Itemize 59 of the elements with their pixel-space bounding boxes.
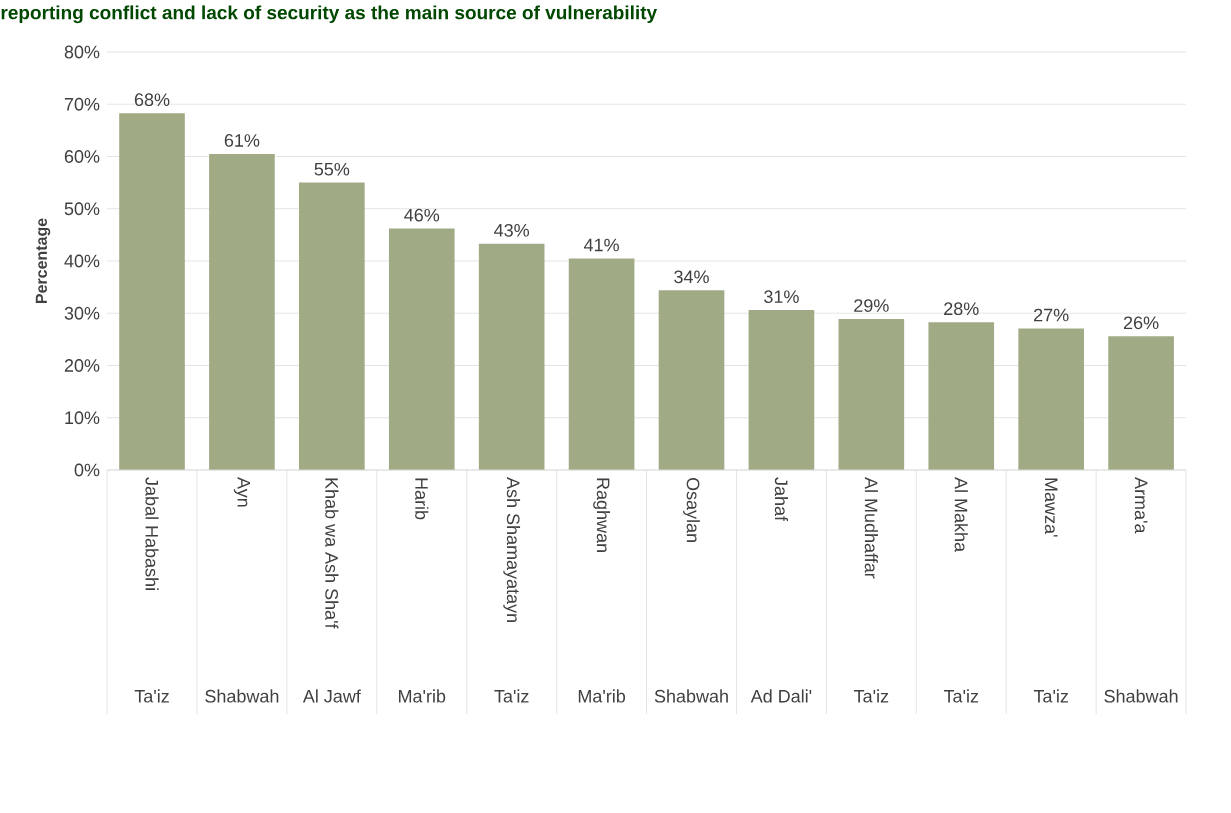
y-tick-label: 70% <box>64 97 100 111</box>
text: Ta'iz <box>1033 689 1068 703</box>
bar <box>1018 328 1084 470</box>
data-label: 27% <box>1034 308 1069 322</box>
data-label: 31% <box>764 290 799 304</box>
y-tick-label: 20% <box>64 359 100 372</box>
data-label: 61% <box>224 134 260 147</box>
bar <box>1108 336 1174 470</box>
text: Ta'iz <box>943 689 979 703</box>
data-label: 68% <box>134 93 170 107</box>
y-tick-label: 60% <box>64 150 100 163</box>
text: Ma'rib <box>399 689 446 703</box>
text: Shabwah <box>654 689 728 703</box>
text: Ta'iz <box>494 689 529 703</box>
data-label: 55% <box>314 162 350 176</box>
x-tick-label: Arma'a <box>1134 477 1148 534</box>
bar <box>119 113 185 470</box>
x-tick-label: Osaylan <box>683 477 700 542</box>
x-tick-label: Al Mudhaffar <box>864 477 878 579</box>
chart-title: reporting conflict and lack of security as the main source of vulnerability <box>1 5 658 24</box>
data-label: 46% <box>404 208 440 222</box>
data-label: 41% <box>583 238 619 252</box>
y-axis-title: Percentage <box>35 218 51 304</box>
x-tick-label: Al Makha <box>954 477 968 553</box>
bar <box>568 258 635 470</box>
x-tick-label: Raghwan <box>593 478 610 552</box>
text: Shabwah <box>205 689 279 703</box>
x-tick-label: Ayn <box>233 477 250 507</box>
text: Ta'iz <box>854 689 889 703</box>
y-tick-label: 0% <box>74 463 100 477</box>
y-tick-label: 10% <box>65 411 100 425</box>
bar <box>388 228 455 470</box>
y-tick-label: 40% <box>64 254 100 268</box>
text: Ma'rib <box>578 689 626 703</box>
y-tick-label: 50% <box>64 202 100 216</box>
bar <box>928 322 995 470</box>
x-tick-label: Ash Shamayatayn <box>503 477 521 622</box>
data-label: 29% <box>854 299 889 312</box>
x-tick-label: Jahaf <box>774 477 789 522</box>
x-tick-label: Jabal Habashi <box>145 477 159 590</box>
bar <box>838 318 905 470</box>
x-tick-label: Harib <box>415 478 429 520</box>
bar <box>478 243 545 470</box>
text: Al Jawf <box>302 689 361 703</box>
bar <box>299 182 365 470</box>
data-label: 34% <box>674 270 709 284</box>
text: Shabwah <box>1104 689 1178 703</box>
x-tick-label: Mawza' <box>1044 478 1058 537</box>
x-tick-label: Khab wa Ash Sha'f <box>325 478 339 629</box>
bar <box>658 290 725 470</box>
data-label: 43% <box>494 223 530 237</box>
bar <box>748 310 815 470</box>
y-tick-label: 80% <box>64 45 100 59</box>
data-label: 28% <box>944 302 979 316</box>
y-tick-label: 30% <box>64 306 100 320</box>
text: Ad Dali' <box>750 689 812 703</box>
text: Ta'iz <box>134 689 169 703</box>
data-label: 26% <box>1123 316 1159 330</box>
bar <box>209 153 275 470</box>
